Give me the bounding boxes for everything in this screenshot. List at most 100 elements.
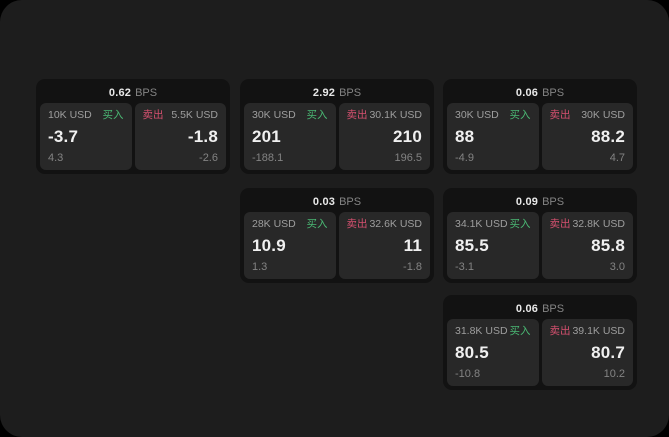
buy-tile[interactable]: 30K USD 买入 201 -188.1: [244, 103, 336, 170]
buy-price: 88: [455, 127, 475, 147]
buy-tile[interactable]: 28K USD 买入 10.9 1.3: [244, 212, 336, 279]
sell-amount: 5.5K USD: [171, 109, 218, 121]
buy-delta: -4.9: [455, 152, 474, 164]
sell-tile[interactable]: 卖出 39.1K USD 80.7 10.2: [541, 319, 633, 386]
sell-price: 85.8: [591, 236, 625, 256]
buy-side-label: 买入: [102, 109, 124, 121]
buy-amount: 30K USD: [455, 109, 499, 121]
card-header: 0.03 BPS: [244, 192, 430, 212]
buy-tile[interactable]: 34.1K USD 买入 85.5 -3.1: [447, 212, 539, 279]
buy-amount: 28K USD: [252, 218, 296, 230]
buy-price: 85.5: [455, 236, 489, 256]
bps-unit-label: BPS: [542, 303, 565, 315]
buy-tile-header: 34.1K USD 买入: [455, 219, 531, 230]
card-header: 0.62 BPS: [40, 83, 226, 103]
buy-tile-header: 30K USD 买入: [455, 110, 531, 121]
quote-tiles: 30K USD 买入 201 -188.1 卖出 30.1K USD 210 1…: [244, 103, 430, 170]
bps-unit-label: BPS: [542, 87, 565, 99]
sell-tile-header: 卖出 32.8K USD: [550, 219, 626, 230]
quote-card: 2.92 BPS 30K USD 买入 201 -188.1 卖出 30.1K …: [240, 79, 434, 174]
sell-side-label: 卖出: [346, 218, 368, 230]
sell-tile-header: 卖出 32.6K USD: [347, 219, 423, 230]
buy-side-label: 买入: [306, 218, 328, 230]
sell-tile-header: 卖出 30.1K USD: [347, 110, 423, 121]
buy-amount: 10K USD: [48, 109, 92, 121]
sell-price: 80.7: [591, 343, 625, 363]
buy-tile[interactable]: 10K USD 买入 -3.7 4.3: [40, 103, 132, 170]
quote-tiles: 31.8K USD 买入 80.5 -10.8 卖出 39.1K USD 80.…: [447, 319, 633, 386]
bps-value: 0.03: [312, 196, 336, 208]
sell-price: 210: [393, 127, 422, 147]
buy-amount: 31.8K USD: [455, 325, 508, 337]
quote-card: 0.06 BPS 31.8K USD 买入 80.5 -10.8 卖出 39.1…: [443, 295, 637, 390]
sell-amount: 30.1K USD: [369, 109, 422, 121]
buy-tile[interactable]: 31.8K USD 买入 80.5 -10.8: [447, 319, 539, 386]
sell-price: 11: [403, 236, 422, 256]
sell-tile[interactable]: 卖出 30.1K USD 210 196.5: [338, 103, 430, 170]
sell-tile[interactable]: 卖出 5.5K USD -1.8 -2.6: [134, 103, 226, 170]
buy-price: -3.7: [48, 127, 79, 147]
quote-card: 0.62 BPS 10K USD 买入 -3.7 4.3 卖出 5.5K USD: [36, 79, 230, 174]
quote-tiles: 10K USD 买入 -3.7 4.3 卖出 5.5K USD -1.8 -2.…: [40, 103, 226, 170]
buy-price: 201: [252, 127, 281, 147]
buy-side-label: 买入: [509, 325, 531, 337]
sell-side-label: 卖出: [346, 109, 368, 121]
buy-tile-header: 30K USD 买入: [252, 110, 328, 121]
buy-side-label: 买入: [509, 218, 531, 230]
quote-card: 0.03 BPS 28K USD 买入 10.9 1.3 卖出 32.6K US…: [240, 188, 434, 283]
sell-delta: -1.8: [403, 261, 422, 273]
bps-value: 0.06: [515, 303, 539, 315]
bps-unit-label: BPS: [339, 196, 362, 208]
buy-amount: 30K USD: [252, 109, 296, 121]
bps-unit-label: BPS: [542, 196, 565, 208]
bps-value: 0.09: [515, 196, 539, 208]
buy-tile-header: 28K USD 买入: [252, 219, 328, 230]
sell-delta: 10.2: [603, 368, 625, 380]
sell-delta: 4.7: [609, 152, 625, 164]
sell-amount: 32.6K USD: [369, 218, 422, 230]
buy-delta: -188.1: [252, 152, 284, 164]
card-header: 0.09 BPS: [447, 192, 633, 212]
quote-card: 0.09 BPS 34.1K USD 买入 85.5 -3.1 卖出 32.8K…: [443, 188, 637, 283]
sell-tile-header: 卖出 30K USD: [550, 110, 626, 121]
buy-tile-header: 31.8K USD 买入: [455, 326, 531, 337]
bps-value: 0.62: [108, 87, 132, 99]
sell-amount: 32.8K USD: [572, 218, 625, 230]
buy-price: 10.9: [252, 236, 286, 256]
buy-delta: 1.3: [252, 261, 268, 273]
bps-unit-label: BPS: [135, 87, 158, 99]
sell-side-label: 卖出: [142, 109, 164, 121]
quote-tiles: 28K USD 买入 10.9 1.3 卖出 32.6K USD 11 -1.8: [244, 212, 430, 279]
bps-value: 2.92: [312, 87, 336, 99]
sell-amount: 30K USD: [581, 109, 625, 121]
sell-tile[interactable]: 卖出 30K USD 88.2 4.7: [541, 103, 633, 170]
quote-card: 0.06 BPS 30K USD 买入 88 -4.9 卖出 30K USD: [443, 79, 637, 174]
card-header: 0.06 BPS: [447, 83, 633, 103]
sell-price: -1.8: [187, 127, 218, 147]
sell-tile-header: 卖出 39.1K USD: [550, 326, 626, 337]
buy-delta: -3.1: [455, 261, 474, 273]
card-header: 0.06 BPS: [447, 299, 633, 319]
sell-side-label: 卖出: [549, 109, 571, 121]
sell-side-label: 卖出: [549, 325, 571, 337]
sell-tile[interactable]: 卖出 32.8K USD 85.8 3.0: [541, 212, 633, 279]
buy-tile-header: 10K USD 买入: [48, 110, 124, 121]
buy-side-label: 买入: [306, 109, 328, 121]
buy-price: 80.5: [455, 343, 489, 363]
bps-value: 0.06: [515, 87, 539, 99]
buy-tile[interactable]: 30K USD 买入 88 -4.9: [447, 103, 539, 170]
buy-delta: -10.8: [455, 368, 481, 380]
quote-tiles: 30K USD 买入 88 -4.9 卖出 30K USD 88.2 4.7: [447, 103, 633, 170]
buy-amount: 34.1K USD: [455, 218, 508, 230]
bps-unit-label: BPS: [339, 87, 362, 99]
sell-delta: -2.6: [199, 152, 218, 164]
buy-delta: 4.3: [48, 152, 64, 164]
card-header: 2.92 BPS: [244, 83, 430, 103]
quote-tiles: 34.1K USD 买入 85.5 -3.1 卖出 32.8K USD 85.8…: [447, 212, 633, 279]
buy-side-label: 买入: [509, 109, 531, 121]
sell-tile[interactable]: 卖出 32.6K USD 11 -1.8: [338, 212, 430, 279]
sell-tile-header: 卖出 5.5K USD: [143, 110, 219, 121]
sell-delta: 196.5: [394, 152, 422, 164]
